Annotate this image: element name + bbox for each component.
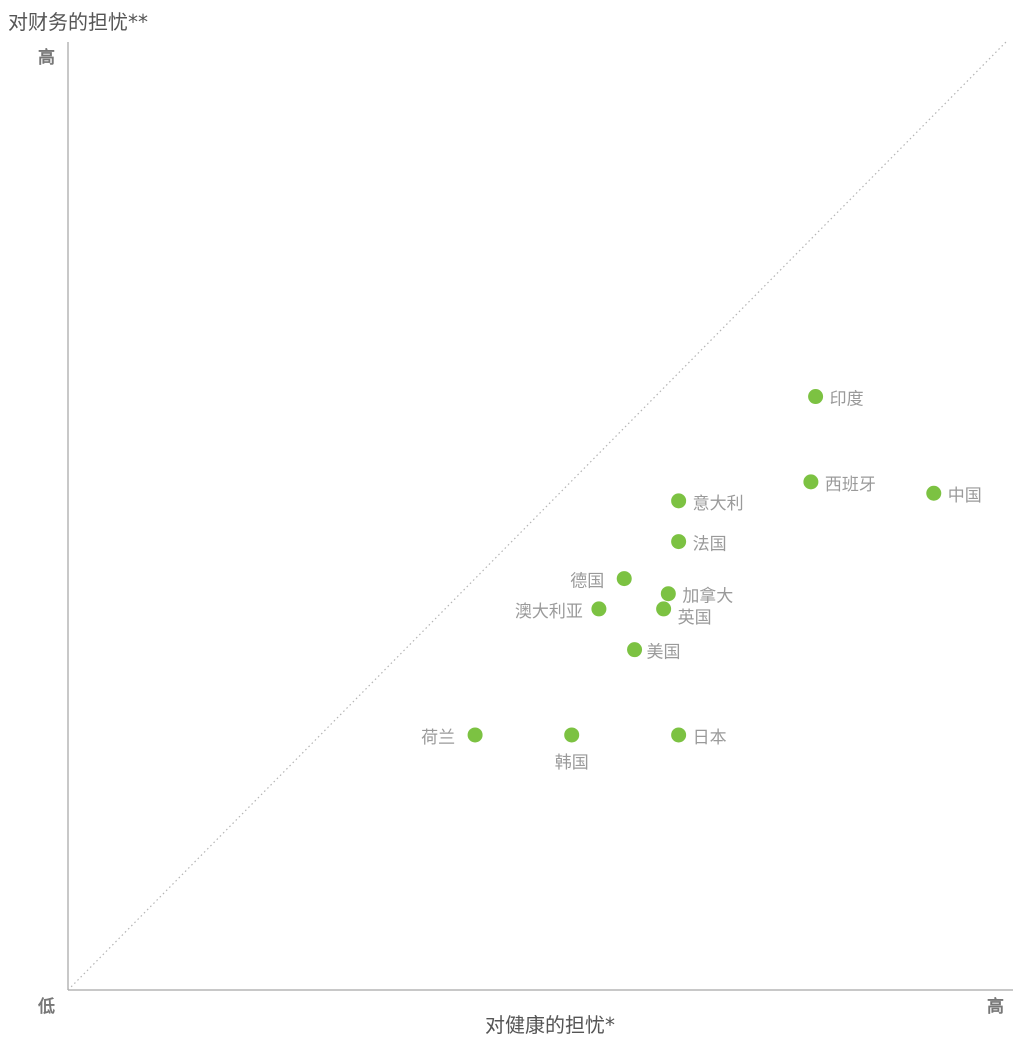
x-axis-title: 对健康的担忧* bbox=[485, 1013, 615, 1037]
data-point bbox=[564, 727, 580, 743]
data-point bbox=[591, 601, 607, 617]
data-point-label: 意大利 bbox=[693, 494, 744, 514]
data-point-label: 美国 bbox=[647, 643, 681, 663]
x-axis-high-label: 高 bbox=[987, 996, 1004, 1017]
data-point-label: 加拿大 bbox=[682, 586, 733, 607]
data-point bbox=[926, 485, 942, 501]
data-point bbox=[808, 389, 824, 405]
y-axis-title: 对财务的担忧** bbox=[8, 10, 148, 34]
data-point-label: 日本 bbox=[693, 728, 727, 748]
data-point bbox=[671, 534, 687, 550]
data-point bbox=[803, 474, 819, 490]
data-point-label: 法国 bbox=[693, 535, 727, 555]
data-point-label: 西班牙 bbox=[825, 475, 876, 495]
data-point bbox=[671, 727, 687, 743]
data-point bbox=[616, 571, 632, 587]
y-axis-high-label: 高 bbox=[38, 47, 55, 68]
data-point bbox=[656, 601, 672, 617]
data-point-label: 德国 bbox=[570, 572, 604, 592]
data-point-label: 韩国 bbox=[555, 753, 589, 773]
data-point-label: 中国 bbox=[948, 486, 982, 506]
data-point bbox=[660, 586, 676, 602]
data-point-label: 澳大利亚 bbox=[515, 602, 583, 622]
data-point bbox=[467, 727, 483, 743]
data-point bbox=[627, 642, 643, 658]
x-axis-low-label: 低 bbox=[37, 996, 55, 1017]
diagonal-reference-line bbox=[67, 41, 1007, 991]
data-point-label: 英国 bbox=[678, 608, 712, 628]
data-point-label: 荷兰 bbox=[421, 728, 455, 748]
data-point-label: 印度 bbox=[830, 390, 864, 410]
data-point bbox=[671, 493, 687, 509]
